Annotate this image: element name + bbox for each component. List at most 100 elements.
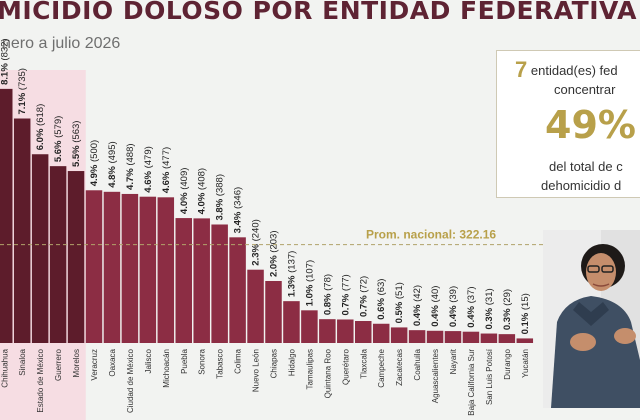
national-average-label: Prom. nacional: 322.16 [366, 228, 496, 242]
bar-value-label: 0.4% (42) [412, 285, 423, 326]
bar-value-label: 0.4% (37) [466, 286, 477, 327]
category-label: Tlaxcala [359, 348, 368, 378]
bar-value-label: 4.6% (479) [143, 146, 154, 192]
chart-subtitle: nero a julio 2026 [2, 35, 121, 52]
bar-value-label: 4.8% (495) [107, 141, 118, 187]
bar [13, 118, 31, 343]
bar-value-label: 0.4% (39) [448, 286, 459, 327]
category-label: Hidalgo [287, 348, 296, 376]
bar [0, 88, 13, 343]
bar-value-label: 0.3% (31) [484, 288, 495, 329]
category-label: Ciudad de México [126, 348, 135, 413]
bar [408, 330, 426, 343]
bar-value-label: 3.8% (388) [215, 174, 226, 220]
bar [31, 154, 49, 343]
bar [319, 319, 336, 343]
bar-value-label: 7.1% (735) [17, 68, 28, 114]
bar-value-label: 2.3% (240) [251, 219, 262, 265]
bar [103, 191, 121, 343]
bar [426, 330, 444, 343]
bar-value-label: 4.0% (408) [197, 168, 208, 214]
category-label: Quintana Roo [323, 348, 332, 398]
category-label: Campeche [377, 348, 386, 387]
callout-percent: 49% [545, 103, 636, 147]
category-label: Yucatán [521, 349, 530, 378]
bar-value-label: 0.8% (78) [322, 274, 333, 315]
bar [372, 323, 390, 343]
bar-value-label: 4.0% (409) [179, 168, 190, 214]
bar [355, 321, 372, 343]
bar [121, 193, 139, 343]
bar [516, 338, 534, 343]
bar [337, 319, 354, 343]
bar-value-label: 4.9% (500) [89, 140, 100, 186]
bar [67, 171, 85, 343]
category-label: Sonora [198, 348, 207, 374]
category-label: Coahuila [413, 348, 422, 380]
callout-count: 7 [515, 57, 528, 82]
category-label: Durango [503, 348, 512, 379]
category-label: Nuevo León [252, 349, 261, 392]
bar-value-label: 2.0% (203) [269, 231, 280, 277]
category-label: Jalisco [144, 348, 153, 373]
bar-value-label: 6.0% (618) [35, 104, 46, 150]
callout-line1: entidad(es) fed [530, 63, 618, 78]
category-label: Nayarit [449, 348, 458, 374]
bar [265, 280, 282, 343]
bar [175, 218, 192, 343]
category-label: Puebla [180, 348, 189, 373]
category-label: Guerrero [54, 348, 63, 381]
bar [444, 331, 462, 343]
bar-value-label: 5.6% (579) [53, 116, 64, 162]
category-label: Tabasco [216, 348, 225, 378]
callout-line4: dehomicidio d [541, 178, 622, 193]
category-label: Zacatecas [395, 349, 404, 386]
bar-value-label: 1.0% (107) [304, 260, 315, 306]
callout-line2: concentrar [554, 82, 616, 97]
category-label: Morelos [72, 349, 81, 377]
category-label: Chiapas [270, 349, 279, 378]
callout-line3: del total de c [549, 159, 623, 174]
bar [301, 310, 318, 343]
bar-value-label: 0.4% (40) [430, 286, 441, 327]
summary-callout: 7 entidad(es) fed concentrar 49% del tot… [496, 50, 640, 198]
bar [229, 237, 246, 343]
bar [85, 190, 103, 343]
bar [283, 301, 300, 343]
bar-value-label: 3.4% (346) [233, 187, 244, 233]
bar [498, 334, 516, 343]
bar-value-label: 8.1% (832) [0, 38, 10, 84]
bar [139, 196, 157, 343]
category-label: Baja California Sur [467, 349, 476, 416]
bar [480, 333, 498, 343]
category-label: Chihuahua [0, 348, 9, 387]
category-label: Aguascalientes [431, 349, 440, 403]
category-label: Michoacán [162, 349, 171, 388]
presenter-video-icon [543, 230, 640, 408]
category-label: Sinaloa [18, 348, 27, 375]
bar-value-label: 1.3% (137) [286, 251, 297, 297]
bar [157, 197, 175, 343]
bar-value-label: 0.3% (29) [502, 289, 513, 330]
category-label: Estado de México [36, 348, 45, 412]
bar-value-label: 0.1% (15) [520, 293, 531, 334]
bar-value-label: 4.6% (477) [161, 147, 172, 193]
bar [49, 166, 67, 343]
chart-title: MICIDIO DOLOSO POR ENTIDAD FEDERATIVA [0, 0, 638, 25]
category-label: San Luis Potosí [485, 348, 494, 405]
category-label: Colima [234, 348, 243, 373]
category-label: Oaxaca [108, 348, 117, 376]
bar [211, 224, 228, 343]
bar [193, 218, 210, 343]
category-label: Veracruz [90, 349, 99, 381]
bar [462, 331, 480, 343]
bar-value-label: 0.7% (77) [340, 274, 351, 315]
bar-value-label: 4.7% (488) [125, 143, 136, 189]
bar-value-label: 5.5% (563) [71, 121, 82, 167]
bar [390, 327, 408, 343]
bar [247, 269, 264, 343]
category-label: Querétaro [341, 348, 350, 385]
bar-value-label: 0.7% (72) [358, 276, 369, 317]
bar-value-label: 0.5% (51) [394, 282, 405, 323]
